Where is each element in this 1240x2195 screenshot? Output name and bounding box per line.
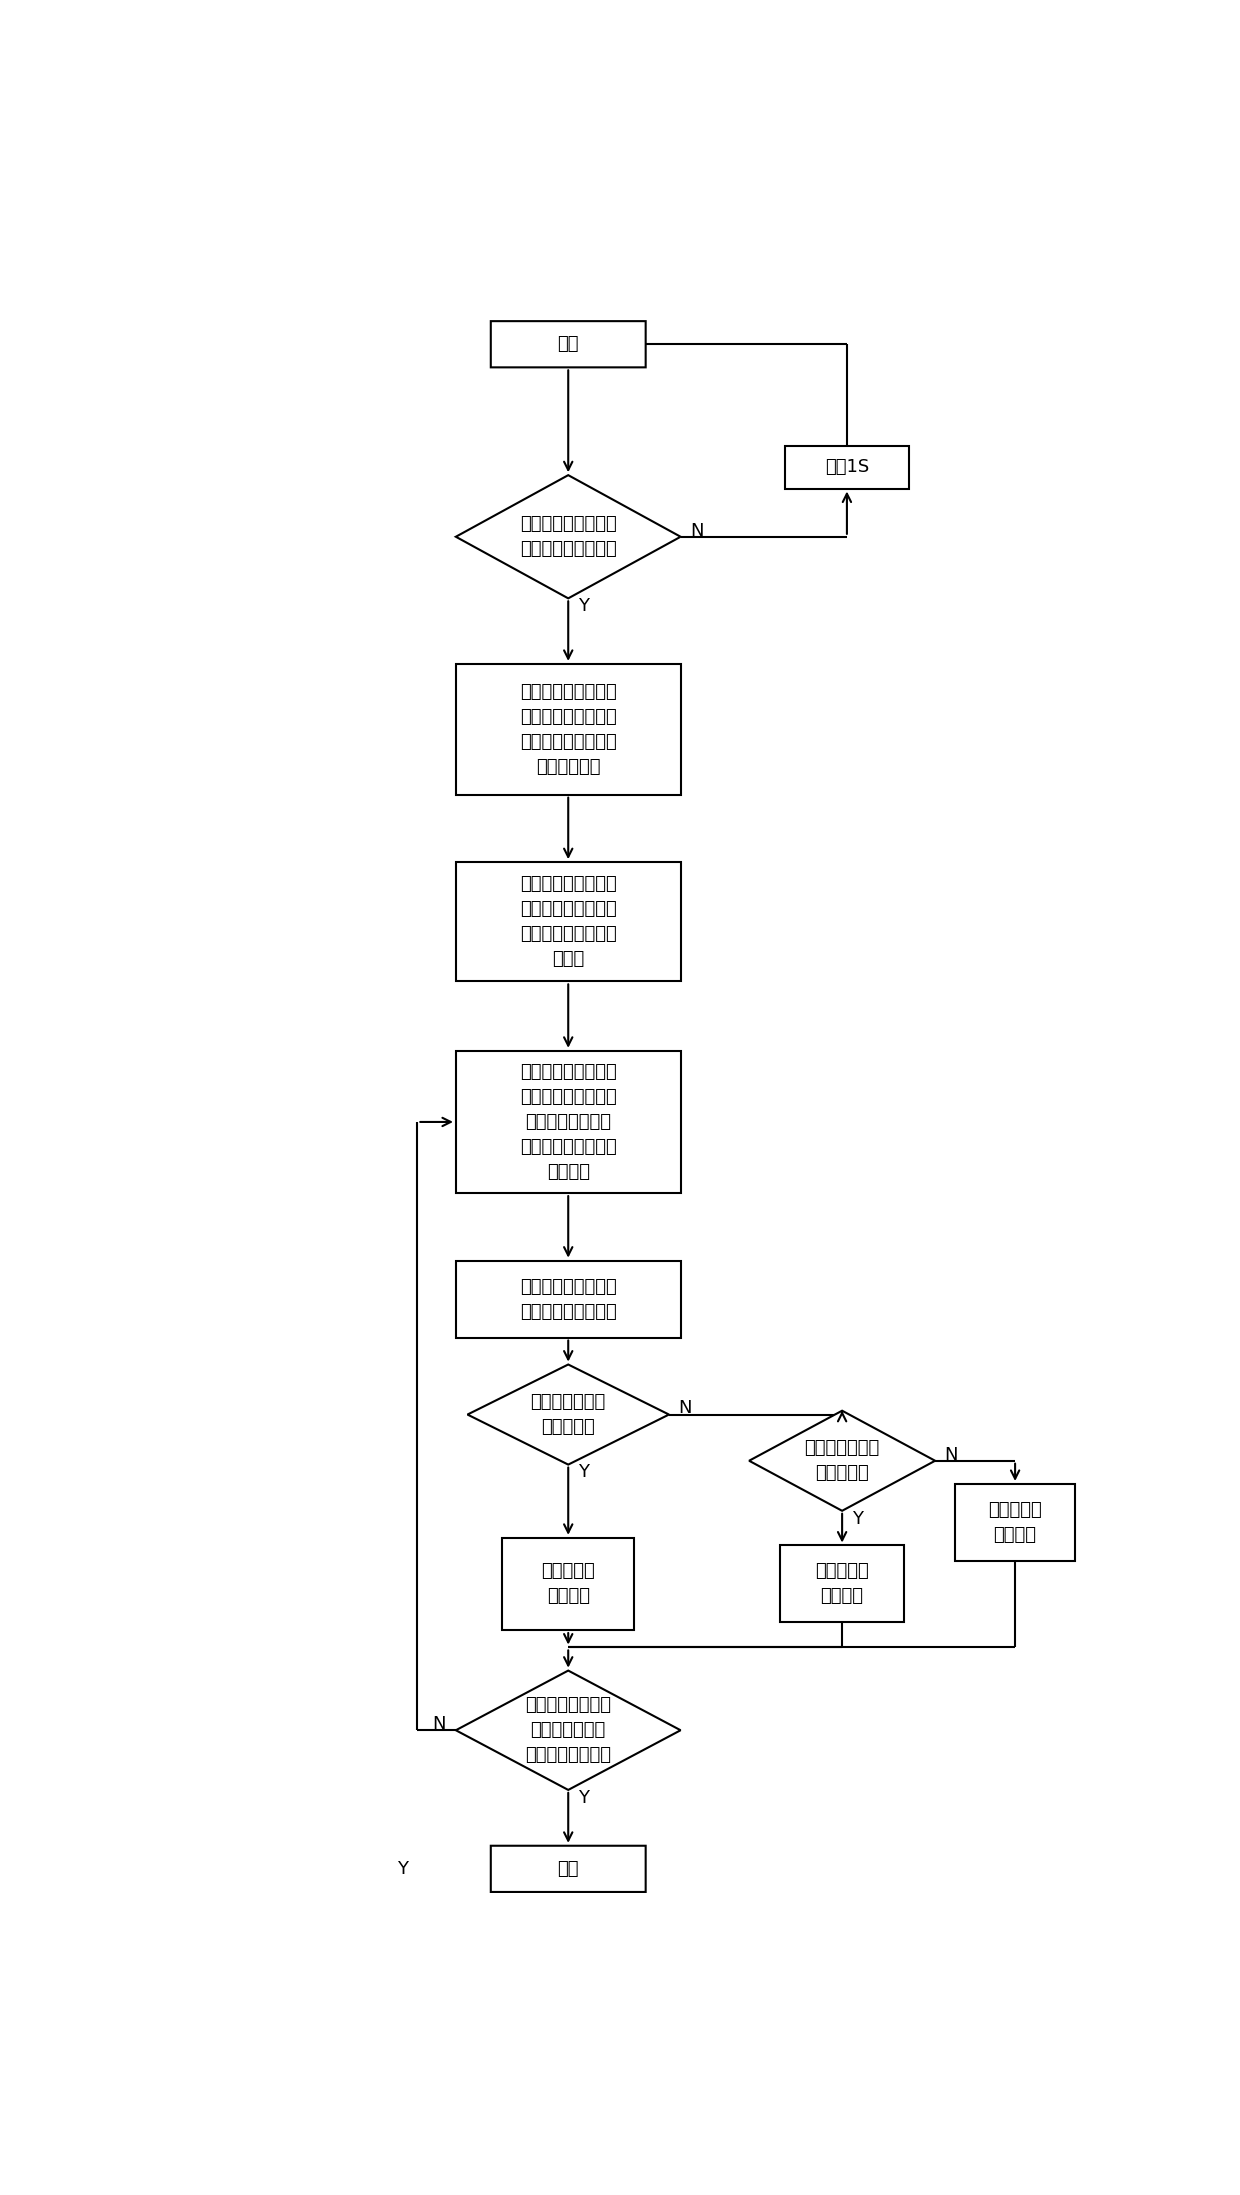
Bar	[785, 446, 909, 489]
Text: N: N	[945, 1447, 959, 1464]
Text: 结束: 结束	[558, 1859, 579, 1879]
Polygon shape	[467, 1365, 668, 1464]
Polygon shape	[456, 1670, 681, 1789]
Text: Y: Y	[578, 597, 589, 615]
Text: Y: Y	[397, 1859, 408, 1879]
Text: N: N	[433, 1714, 446, 1734]
Text: Y: Y	[578, 1464, 589, 1482]
Text: 协调控制系统根据定
位和测温装置的位置
制定相应的控制策
略，并把策略发送给
加热装置: 协调控制系统根据定 位和测温装置的位置 制定相应的控制策 略，并把策略发送给 加…	[520, 1062, 616, 1181]
Text: 该温度等于计划
达到的温度: 该温度等于计划 达到的温度	[531, 1394, 606, 1436]
FancyBboxPatch shape	[491, 1846, 646, 1892]
Text: N: N	[691, 522, 704, 540]
Text: Y: Y	[852, 1510, 863, 1528]
Bar	[456, 1051, 681, 1194]
Text: 减小加热装
置的功率: 减小加热装 置的功率	[815, 1563, 869, 1605]
Text: N: N	[678, 1400, 692, 1418]
Bar	[780, 1545, 904, 1622]
Text: 加热装置接受控制策
略，对目标进行加热: 加热装置接受控制策 略，对目标进行加热	[520, 1277, 616, 1321]
Bar	[502, 1539, 634, 1631]
Bar	[456, 1260, 681, 1337]
Polygon shape	[456, 474, 681, 599]
Bar	[955, 1484, 1075, 1561]
Bar	[456, 863, 681, 981]
Text: 接触式温度传感器测
取人体温度，并把温
度信息发送给协调控
制系统: 接触式温度传感器测 取人体温度，并把温 度信息发送给协调控 制系统	[520, 876, 616, 968]
Text: 增大加热装
置的功率: 增大加热装 置的功率	[988, 1501, 1042, 1543]
Text: 定位设备通过各个接
入点得测目标位置，
并把位置信息发送给
协调控制系统: 定位设备通过各个接 入点得测目标位置， 并把位置信息发送给 协调控制系统	[520, 683, 616, 775]
Text: 协同控制系统判断
是否有定位和测
温装置打开或关闭: 协同控制系统判断 是否有定位和测 温装置打开或关闭	[526, 1697, 611, 1765]
FancyBboxPatch shape	[491, 320, 646, 367]
Bar	[456, 663, 681, 795]
Text: Y: Y	[578, 1789, 589, 1806]
Text: 该温度大于计划
达到的温度: 该温度大于计划 达到的温度	[805, 1440, 879, 1482]
Text: 保持加热装
置的功率: 保持加热装 置的功率	[542, 1563, 595, 1605]
Text: 检测是否有定位和测
温装置处于工作状态: 检测是否有定位和测 温装置处于工作状态	[520, 516, 616, 558]
Text: 开始: 开始	[558, 336, 579, 353]
Text: 延时1S: 延时1S	[825, 459, 869, 476]
Polygon shape	[749, 1411, 935, 1510]
